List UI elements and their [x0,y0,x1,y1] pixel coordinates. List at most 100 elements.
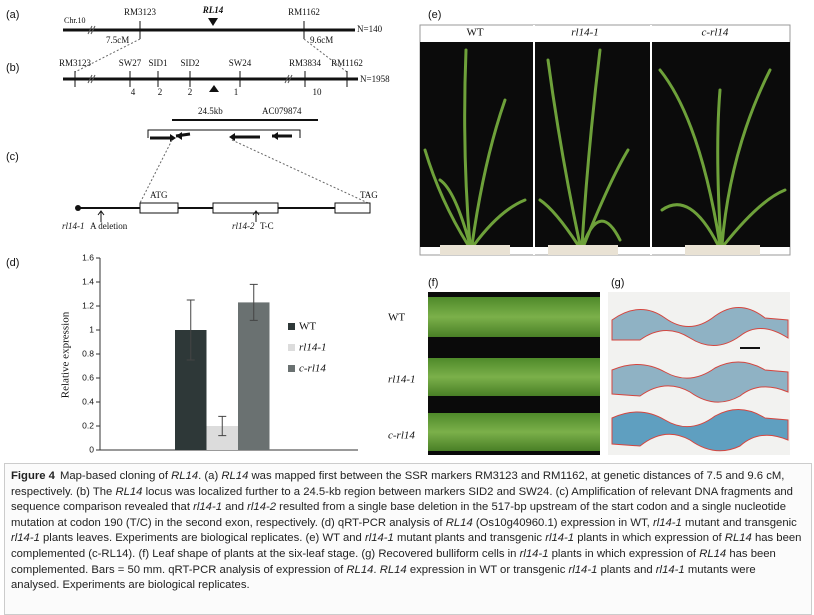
plant-label: WT [466,27,483,39]
plant-label: rl14-1 [571,27,599,39]
panel-label: (c) [6,151,19,163]
recombinants: 10 [313,87,323,97]
plants [423,48,787,247]
caption-run: mutants were analysed. Experiments are b… [11,563,756,592]
y-tick-label: 1.2 [82,300,94,310]
caption-run: was mapped first between the SSR markers… [11,470,785,498]
panel-d: (d) Relative expression 0 0.2 0.4 0.6 0.8 1 1.… [6,252,358,454]
region-size: 24.5kb [198,106,223,116]
legend-swatch [288,323,295,330]
caption-run: RL14 [699,547,727,560]
break [87,25,96,35]
legend-label: WT [299,321,316,333]
caption-run: expression in WT or transgenic [406,563,569,576]
caption-run: mutant and transgenic [681,516,797,529]
orf-heads [170,132,278,142]
caption-run: RL14 [171,470,199,482]
legend-label: rl14-1 [299,342,327,354]
row-label: rl14-1 [388,374,416,386]
legend-label: c-rl14 [299,363,326,375]
caption-run: plants leaves. Experiments are biologica… [39,532,365,545]
photo-bg [420,42,790,247]
zoom-line [74,38,141,73]
caption-run: and [222,501,248,514]
pots [440,245,760,255]
caption-run: (Os10g40960.1) expression in WT, [472,516,653,529]
caption-run: rl14-1 [568,563,598,576]
caption-run: rl14-1 [655,563,685,576]
caption-run: locus was localized further to a 24.5-kb… [11,485,793,514]
caption-run: rl14-2 [247,501,277,514]
y-tick-label: 0.4 [82,396,94,406]
panel-label: (f) [428,277,438,289]
distance: 9.6cM [310,35,333,45]
panel-a: (a) Chr.10 RM3123 RL14 RM1162 N=140 7.5c… [6,5,383,73]
bracket [147,129,301,138]
legend-swatch [288,344,295,351]
leaf [428,297,600,337]
caption-run: rl14-1 [193,501,223,514]
y-tick-label: 1 [89,324,94,334]
panel-f: (f) [428,277,600,455]
panel-label: (a) [6,9,19,21]
y-tick-label: 0.2 [82,420,94,430]
leaf [428,358,600,396]
caption-run: rl14-1 [11,532,40,545]
population: N=140 [357,24,383,34]
mutation: T-C [260,221,274,231]
caption-run: rl14-1 [519,547,549,560]
caption-run: rl14-1 [652,516,682,529]
panel-label: (g) [611,277,624,289]
leaf [428,413,600,451]
row-label: WT [388,312,405,324]
mutation: A deletion [90,221,128,231]
y-axis-label: Relative expression [60,311,72,398]
mut-arrow [252,210,260,222]
error-bar [186,299,195,361]
marker: SID2 [180,58,199,68]
recombinants: 2 [188,87,193,97]
legend-swatch [288,365,295,372]
distance: 7.5cM [106,35,129,45]
caption-run: Map-based cloning of [59,470,172,482]
error-bar [249,283,258,321]
panel-b: (b) N=1958 24.5kb AC079874 RM3123 SW27 SID… [6,58,390,204]
caption-run: resulted from a single base deletion in … [11,501,786,529]
caption-label: Figure 4 [11,470,55,482]
y-tick-label: 0 [89,444,94,454]
caption-run: RL14 [724,532,752,545]
stop-codon: TAG [360,190,378,200]
plant-label: c-rl14 [702,27,729,39]
start-codon: ATG [150,190,168,200]
mutant: rl14-2 [232,221,255,231]
marker: SW27 [119,58,142,68]
gene-arrow [208,18,218,26]
marker: RM3123 [124,7,157,17]
mut-arrow [97,210,105,222]
caption-run: . [373,563,380,576]
caption-run: RL14 [115,485,143,498]
chr-label: Chr.10 [64,16,86,25]
y-tick-label: 0.6 [82,372,94,382]
y-tick-label: 0.8 [82,348,94,358]
marker: RM1162 [288,7,320,17]
y-tick-label: 1.6 [82,252,94,262]
orf-arrows [150,132,292,140]
panel-label: (e) [428,9,441,21]
caption-run: has been complemented (c-RL14). (f) Leaf… [11,532,802,560]
start-dot [75,205,81,211]
mutant: rl14-1 [62,221,85,231]
bac-name: AC079874 [262,106,302,116]
caption-run: mutant plants and transgenic [393,532,546,545]
population: N=1958 [360,74,390,84]
marker: RM3123 [59,58,92,68]
panel-label: (d) [6,257,19,269]
break [87,74,293,84]
recombinants: 2 [158,87,163,97]
exon [212,202,279,214]
row-label: c-rl14 [388,430,415,442]
caption-run: RL14 [221,470,249,482]
gene-arrow [209,85,219,92]
panel-g: (g) [608,277,790,455]
